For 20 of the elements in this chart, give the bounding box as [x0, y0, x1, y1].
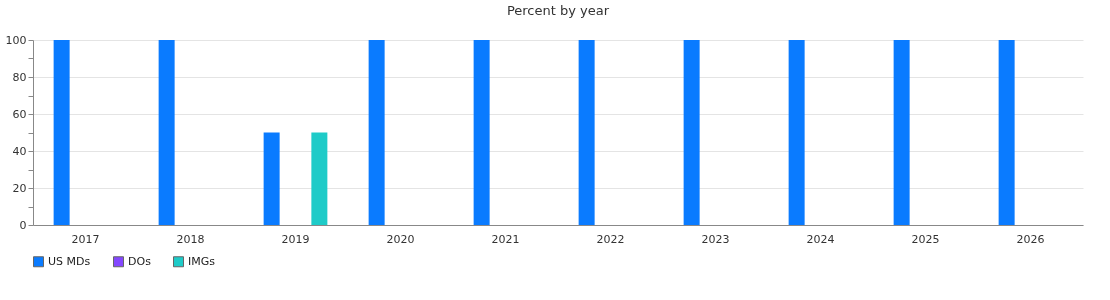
x-tick-label: 2024	[806, 232, 835, 246]
x-tick-label: 2019	[281, 232, 310, 246]
x-tick-label: 2025	[911, 232, 940, 246]
x-tick-label: 2020	[386, 232, 415, 246]
legend-label: DOs	[128, 254, 152, 268]
x-tick-label: 2017	[71, 232, 100, 246]
x-tick-label: 2021	[491, 232, 520, 246]
chart-title: Percent by year	[506, 3, 610, 18]
y-tick-label: 40	[12, 144, 27, 158]
y-tick-label: 100	[5, 33, 27, 47]
legend-label: IMGs	[188, 254, 216, 268]
x-tick-label: 2022	[596, 232, 625, 246]
x-tick-label: 2026	[1016, 232, 1045, 246]
x-tick-label: 2018	[176, 232, 205, 246]
legend-label: US MDs	[48, 254, 91, 268]
x-tick-label: 2023	[701, 232, 730, 246]
y-tick-label: 20	[12, 181, 27, 195]
y-tick-label: 60	[12, 107, 27, 121]
y-tick-label: 80	[12, 70, 27, 84]
y-tick-label: 0	[19, 218, 27, 232]
